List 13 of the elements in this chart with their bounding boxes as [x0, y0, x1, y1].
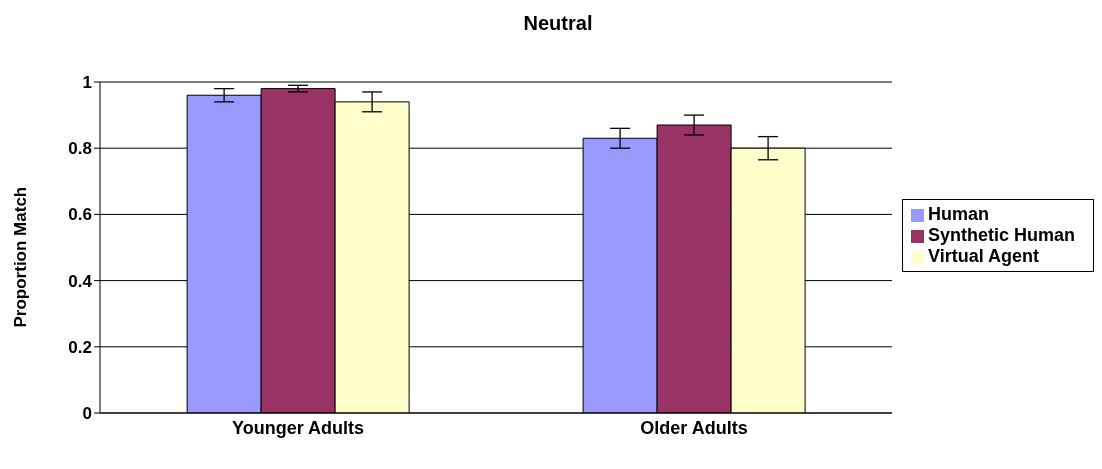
y-tick-label: 0.8	[68, 139, 92, 159]
y-tick-label: 0.2	[68, 337, 92, 357]
legend-label: Virtual Agent	[927, 246, 1039, 266]
x-tick-label: Older Adults	[640, 417, 748, 438]
legend-label: Synthetic Human	[927, 225, 1075, 245]
y-tick-label: 0	[82, 404, 92, 424]
chart-title: Neutral	[522, 12, 594, 35]
legend-label: Human	[927, 204, 989, 224]
y-tick-label: 0.6	[68, 205, 92, 225]
y-tick-label: 1	[82, 73, 92, 93]
x-tick-label: Younger Adults	[231, 417, 364, 438]
y-axis-title: Proportion Match	[11, 186, 31, 328]
y-tick-label: 0.4	[68, 271, 93, 291]
